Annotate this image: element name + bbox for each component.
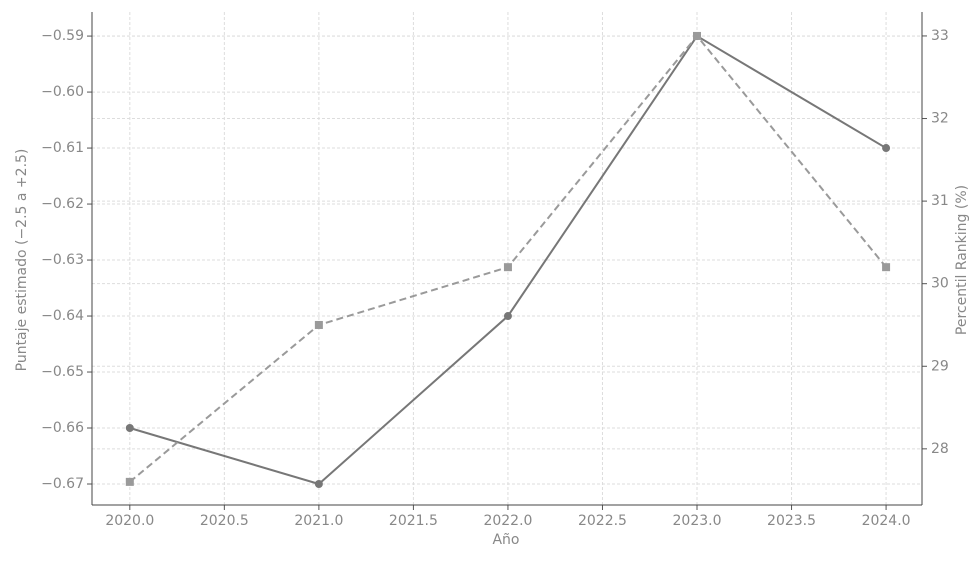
marker [882, 144, 891, 153]
x-axis-label: Año [492, 532, 519, 548]
y-tick-label: −0.61 [41, 140, 84, 156]
y2-tick-label: 29 [931, 358, 949, 374]
y-tick-label: −0.65 [41, 364, 84, 380]
y2-axis-label: Percentil Ranking (%) [954, 185, 970, 335]
y2-tick-label: 33 [931, 28, 949, 44]
x-tick-label: 2024.0 [862, 513, 911, 529]
marker [503, 312, 512, 321]
y-tick-label: −0.60 [41, 84, 84, 100]
y-tick-label: −0.63 [41, 252, 84, 268]
x-tick-label: 2022.0 [483, 513, 532, 529]
marker [125, 424, 134, 433]
x-tick-label: 2021.0 [294, 513, 343, 529]
x-tick-label: 2021.5 [389, 513, 438, 529]
x-tick-label: 2022.5 [578, 513, 627, 529]
y2-tick-label: 31 [931, 193, 949, 209]
y-tick-label: −0.62 [41, 196, 84, 212]
y2-tick-label: 30 [931, 276, 949, 292]
x-tick-label: 2023.0 [673, 513, 722, 529]
marker [503, 263, 512, 272]
y-tick-label: −0.59 [41, 28, 84, 44]
y-axis-label: Puntaje estimado (−2.5 a +2.5) [14, 149, 30, 372]
marker [693, 31, 702, 40]
x-tick-label: 2020.0 [105, 513, 154, 529]
marker [314, 480, 323, 489]
marker [125, 477, 134, 486]
marker [882, 263, 891, 272]
y-tick-label: −0.64 [41, 308, 84, 324]
x-tick-label: 2023.5 [767, 513, 816, 529]
x-tick-label: 2020.5 [200, 513, 249, 529]
y-tick-label: −0.66 [41, 420, 84, 436]
y-tick-label: −0.67 [41, 476, 84, 492]
y2-tick-label: 28 [931, 441, 949, 457]
y2-tick-label: 32 [931, 111, 949, 127]
marker [314, 320, 323, 329]
